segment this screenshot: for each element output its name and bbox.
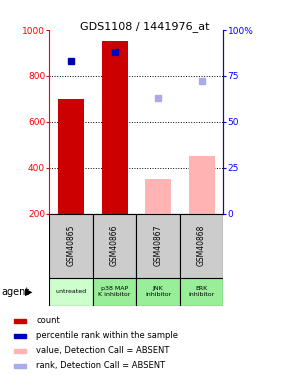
Text: GSM40868: GSM40868 [197,225,206,266]
Bar [93,278,136,306]
Text: percentile rank within the sample: percentile rank within the sample [36,331,178,340]
Text: ▶: ▶ [25,287,32,297]
Text: GSM40865: GSM40865 [66,225,76,266]
Text: JNK
inhibitor: JNK inhibitor [145,286,171,297]
Bar [180,278,223,306]
Bar [145,179,171,214]
Bar [14,348,26,353]
Bar [102,42,128,214]
Text: p38 MAP
K inhibitor: p38 MAP K inhibitor [98,286,131,297]
Bar [136,278,180,306]
Bar [93,214,136,278]
Text: ERK
inhibitor: ERK inhibitor [188,286,215,297]
Bar [14,363,26,368]
Text: untreated: untreated [55,289,87,294]
Text: GSM40867: GSM40867 [153,225,163,266]
Bar [188,156,215,214]
Text: value, Detection Call = ABSENT: value, Detection Call = ABSENT [36,346,170,355]
Text: GSM40866: GSM40866 [110,225,119,266]
Text: rank, Detection Call = ABSENT: rank, Detection Call = ABSENT [36,361,165,370]
Bar [49,278,93,306]
Text: count: count [36,316,60,325]
Bar [14,318,26,323]
Bar [58,99,84,214]
Bar [136,214,180,278]
Bar [180,214,223,278]
Bar [14,333,26,338]
Text: GDS1108 / 1441976_at: GDS1108 / 1441976_at [80,21,210,32]
Bar [49,214,93,278]
Text: agent: agent [1,287,30,297]
